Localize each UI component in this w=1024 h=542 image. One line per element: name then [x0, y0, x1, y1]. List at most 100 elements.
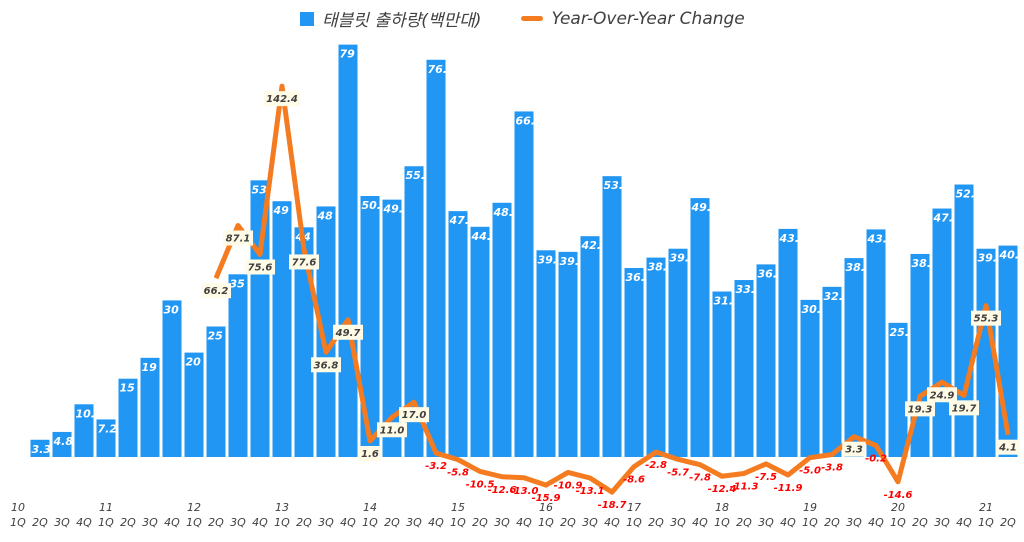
bar-label: 42.3 [581, 239, 609, 252]
bar-label: 47.1 [449, 214, 477, 227]
bar-label: 53.8 [604, 179, 631, 192]
x-tick-label: 3Q [142, 516, 158, 529]
bar-label: 47.6 [933, 212, 961, 225]
x-tick-label: 3Q [934, 516, 950, 529]
bar [118, 378, 138, 457]
bar-label: 44.1 [471, 230, 499, 243]
bar-label: 38.1 [846, 261, 873, 274]
bar-label: 52.2 [956, 188, 983, 201]
x-tick-label: 1Q [538, 516, 554, 529]
bar-label: 33.9 [736, 283, 763, 296]
x-tick-label: 1Q [890, 516, 906, 529]
year-label: 11 [99, 501, 113, 514]
bar [96, 419, 116, 457]
year-label: 15 [451, 501, 465, 514]
x-tick-label: 4Q [868, 516, 884, 529]
bar [866, 229, 886, 457]
yoy-label: -8.6 [623, 475, 645, 486]
bar [778, 228, 798, 457]
bar [338, 44, 358, 458]
year-label: 13 [275, 501, 289, 514]
legend-item-yoy[interactable]: Year-Over-Year Change [521, 8, 745, 29]
bar [294, 227, 314, 457]
bar [558, 251, 578, 457]
year-label: 12 [187, 501, 201, 514]
yoy-label: -15.9 [532, 493, 561, 504]
yoy-label: 19.7 [952, 403, 977, 414]
bar [30, 439, 50, 457]
bar-label: 36.2 [626, 271, 653, 284]
bar [184, 352, 204, 457]
x-tick-label: 1Q [714, 516, 730, 529]
bar [140, 357, 160, 457]
x-tick-label: 3Q [54, 516, 70, 529]
year-label: 17 [627, 501, 641, 514]
yoy-label: 24.9 [930, 390, 955, 401]
bar-label: 49 [273, 204, 290, 217]
bar-label: 3.3 [32, 443, 52, 456]
bar [800, 299, 820, 457]
x-tick-label: 2Q [1000, 516, 1016, 529]
yoy-label: -7.8 [689, 473, 711, 484]
bar-label: 48.7 [493, 206, 521, 219]
year-label: 21 [979, 501, 993, 514]
x-tick-label: 3Q [230, 516, 246, 529]
legend-label-yoy: Year-Over-Year Change [551, 8, 745, 29]
bar-label: 49.3 [383, 203, 411, 216]
yoy-label: -3.8 [821, 463, 843, 474]
bar [646, 257, 666, 457]
bar [580, 236, 600, 457]
year-label: 18 [715, 501, 729, 514]
bar-label: 66.2 [516, 114, 543, 127]
yoy-label-bg [358, 445, 382, 461]
x-tick-label: 2Q [560, 516, 576, 529]
bar [360, 196, 380, 457]
x-tick-label: 2Q [120, 516, 136, 529]
x-tick-label: 1Q [10, 516, 26, 529]
yoy-label-bg [263, 91, 301, 107]
yoy-label: -7.5 [755, 472, 777, 483]
x-tick-label: 4Q [428, 516, 444, 529]
x-tick-label: 4Q [252, 516, 268, 529]
yoy-label: -14.6 [884, 490, 913, 501]
x-axis: 1Q 2Q 3Q 4Q 1Q 2Q 3Q 4Q 1Q 2Q 3Q 4Q 1Q 2Q 3Q 4Q 1Q 2Q 3Q 4Q… [10, 501, 1016, 529]
bar-label: 48 [317, 209, 334, 222]
yoy-label: -0.2 [865, 454, 887, 465]
bar-label: 40.5 [999, 249, 1024, 262]
bar [514, 111, 534, 457]
x-tick-label: 4Q [516, 516, 532, 529]
x-tick-label: 4Q [956, 516, 972, 529]
bar-label: 20 [186, 356, 202, 369]
yoy-label: 19.3 [908, 404, 933, 415]
year-label: 19 [803, 501, 817, 514]
yoy-labels: 66.2 87.1 75.6 142.4 77.6 36.8 49.7 1.6 11.0 17.0… [201, 91, 1020, 511]
x-tick-label: 4Q [692, 516, 708, 529]
x-tick-label: 3Q [846, 516, 862, 529]
x-tick-label: 3Q [406, 516, 422, 529]
bar-label: 32.6 [824, 290, 851, 303]
yoy-label: 75.6 [248, 262, 273, 273]
x-tick-label: 2Q [208, 516, 224, 529]
bar-label: 53 [252, 183, 268, 196]
bar [206, 326, 226, 457]
yoy-label-bg [842, 441, 866, 457]
legend: 태블릿 출하량(백만대) Year-Over-Year Change [300, 6, 745, 31]
bar-label: 55.7 [406, 169, 433, 182]
bar [492, 202, 512, 457]
bar-label: 39.3 [560, 255, 587, 268]
x-tick-label: 3Q [670, 516, 686, 529]
bar-label: 43.6 [867, 232, 895, 245]
x-tick-label: 1Q [802, 516, 818, 529]
x-tick-label: 2Q [32, 516, 48, 529]
bar [844, 258, 864, 457]
bar [668, 248, 688, 457]
bar [690, 198, 710, 457]
x-tick-label: 2Q [472, 516, 488, 529]
yoy-label-bg [289, 254, 319, 270]
legend-bar-swatch [300, 11, 314, 26]
yoy-label: -10.9 [554, 480, 583, 491]
legend-item-shipments[interactable]: 태블릿 출하량(백만대) [300, 6, 481, 31]
yoy-label: 17.0 [402, 410, 427, 421]
bar [756, 264, 776, 457]
x-tick-label: 1Q [978, 516, 994, 529]
